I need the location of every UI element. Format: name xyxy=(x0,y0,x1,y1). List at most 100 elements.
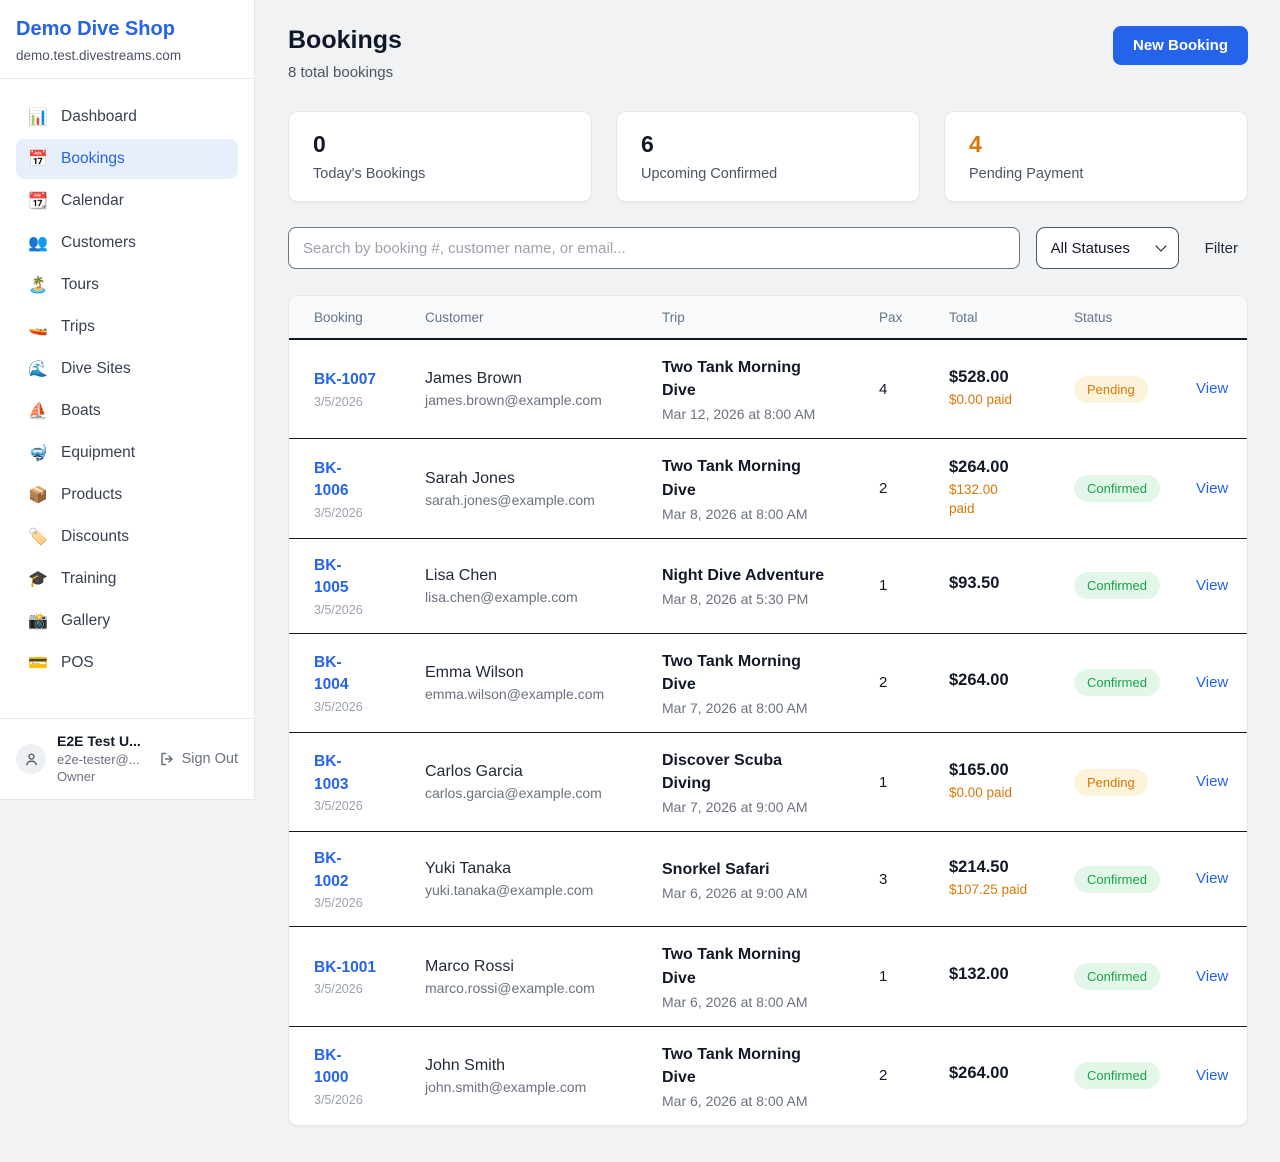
total-amount: $264.00 xyxy=(949,1064,1009,1083)
sidebar-item-pos[interactable]: 💳 POS xyxy=(16,643,238,683)
booking-id-link[interactable]: BK- 1004 xyxy=(314,653,349,694)
table-row: BK- 1006 3/5/2026 Sarah Jones sarah.jone… xyxy=(289,438,1247,539)
sidebar-item-gallery[interactable]: 📸 Gallery xyxy=(16,601,238,641)
booking-id-link[interactable]: BK-1007 xyxy=(314,371,377,389)
camera-icon: 📸 xyxy=(28,613,48,630)
pax-count: 2 xyxy=(879,674,888,692)
sidebar-item-trips[interactable]: 🚤 Trips xyxy=(16,307,238,347)
paid-amount: $0.00 paid xyxy=(949,785,1013,801)
user-name: E2E Test U... xyxy=(57,733,141,750)
customer-name: Sarah Jones xyxy=(425,469,515,487)
trip-datetime: Mar 8, 2026 at 5:30 PM xyxy=(662,591,809,608)
total-amount: $165.00 xyxy=(949,761,1009,780)
trip-datetime: Mar 6, 2026 at 8:00 AM xyxy=(662,1093,808,1110)
search-input[interactable] xyxy=(288,227,1020,269)
filter-button[interactable]: Filter xyxy=(1204,239,1238,257)
col-header-booking: Booking xyxy=(289,296,425,340)
sidebar-item-products[interactable]: 📦 Products xyxy=(16,475,238,515)
col-header-pax: Pax xyxy=(879,296,949,340)
stat-label: Today's Bookings xyxy=(313,166,426,182)
customer-email: emma.wilson@example.com xyxy=(425,685,605,702)
booking-created-date: 3/5/2026 xyxy=(314,505,363,520)
booking-id-link[interactable]: BK- 1003 xyxy=(314,753,349,793)
trip-name: Two Tank Morning Dive xyxy=(662,458,801,499)
view-link[interactable]: View xyxy=(1196,673,1229,691)
col-header-trip: Trip xyxy=(662,296,879,340)
sidebar-item-equipment[interactable]: 🤿 Equipment xyxy=(16,433,238,473)
sidebar-item-label: POS xyxy=(61,654,94,671)
paid-amount: $132.00 paid xyxy=(949,482,998,517)
customer-name: Yuki Tanaka xyxy=(425,860,511,878)
sidebar-item-calendar[interactable]: 📆 Calendar xyxy=(16,181,238,221)
sidebar-item-label: Gallery xyxy=(61,612,111,629)
new-booking-button[interactable]: New Booking xyxy=(1112,26,1248,65)
customer-email: lisa.chen@example.com xyxy=(425,588,578,605)
brand-domain: demo.test.divestreams.com xyxy=(16,48,182,63)
graduation-cap-icon: 🎓 xyxy=(28,571,48,588)
col-header-actions xyxy=(1196,296,1247,340)
booking-id-link[interactable]: BK- 1006 xyxy=(314,459,349,500)
sign-out-button[interactable]: Sign Out xyxy=(159,751,238,767)
trip-name: Two Tank Morning Dive xyxy=(662,946,801,987)
sidebar-item-dashboard[interactable]: 📊 Dashboard xyxy=(16,97,238,137)
page-header: Bookings 8 total bookings New Booking xyxy=(288,26,1248,81)
view-link[interactable]: View xyxy=(1196,773,1229,791)
filter-bar: All Statuses Filter xyxy=(288,227,1248,269)
pax-count: 3 xyxy=(879,870,888,888)
sidebar-item-customers[interactable]: 👥 Customers xyxy=(16,223,238,263)
sidebar-item-label: Trips xyxy=(61,318,95,335)
user-icon xyxy=(25,753,37,765)
booking-created-date: 3/5/2026 xyxy=(314,1092,363,1107)
view-link[interactable]: View xyxy=(1196,479,1229,497)
wave-icon: 🌊 xyxy=(28,361,48,378)
total-amount: $214.50 xyxy=(949,858,1009,877)
customer-name: Carlos Garcia xyxy=(425,763,523,781)
booking-created-date: 3/5/2026 xyxy=(314,896,363,911)
booking-created-date: 3/5/2026 xyxy=(314,982,363,997)
pax-count: 2 xyxy=(879,1067,888,1085)
trip-datetime: Mar 7, 2026 at 9:00 AM xyxy=(662,799,808,816)
view-link[interactable]: View xyxy=(1196,380,1229,398)
sidebar-item-dive-sites[interactable]: 🌊 Dive Sites xyxy=(16,349,238,389)
sidebar-item-tours[interactable]: 🏝️ Tours xyxy=(16,265,238,305)
booking-id-link[interactable]: BK-1001 xyxy=(314,958,377,976)
booking-created-date: 3/5/2026 xyxy=(314,699,363,714)
stat-value: 4 xyxy=(969,131,982,157)
col-header-customer: Customer xyxy=(425,296,662,340)
stat-card-todays-bookings: 0 Today's Bookings xyxy=(288,111,592,202)
pax-count: 1 xyxy=(879,773,888,791)
table-row: BK- 1002 3/5/2026 Yuki Tanaka yuki.tanak… xyxy=(289,831,1247,928)
sidebar-nav: 📊 Dashboard 📅 Bookings 📆 Calendar 👥 Cust… xyxy=(0,79,254,703)
user-info: E2E Test U... e2e-tester@... Owner xyxy=(57,732,148,786)
view-link[interactable]: View xyxy=(1196,967,1229,985)
table-row: BK- 1003 3/5/2026 Carlos Garcia carlos.g… xyxy=(289,732,1247,833)
page-title: Bookings xyxy=(288,26,402,54)
sidebar-item-discounts[interactable]: 🏷️ Discounts xyxy=(16,517,238,557)
pax-count: 4 xyxy=(879,380,888,398)
sidebar-item-boats[interactable]: ⛵ Boats xyxy=(16,391,238,431)
booking-id-link[interactable]: BK- 1000 xyxy=(314,1046,349,1087)
customer-name: Marco Rossi xyxy=(425,957,514,975)
status-badge: Pending xyxy=(1074,375,1148,403)
view-link[interactable]: View xyxy=(1196,1066,1229,1084)
stat-label: Upcoming Confirmed xyxy=(641,166,778,182)
table-row: BK- 1005 3/5/2026 Lisa Chen lisa.chen@ex… xyxy=(289,538,1247,634)
trip-datetime: Mar 8, 2026 at 8:00 AM xyxy=(662,505,808,522)
sidebar-item-bookings[interactable]: 📅 Bookings xyxy=(16,139,238,179)
customer-email: sarah.jones@example.com xyxy=(425,491,595,508)
booking-id-link[interactable]: BK- 1002 xyxy=(314,850,349,890)
customer-email: carlos.garcia@example.com xyxy=(425,785,602,802)
sidebar-item-label: Dive Sites xyxy=(61,360,131,377)
view-link[interactable]: View xyxy=(1196,870,1229,888)
trip-name: Two Tank Morning Dive xyxy=(662,652,801,693)
sidebar-item-label: Dashboard xyxy=(61,108,137,125)
status-badge: Confirmed xyxy=(1074,963,1160,991)
view-link[interactable]: View xyxy=(1196,576,1229,594)
sidebar-item-training[interactable]: 🎓 Training xyxy=(16,559,238,599)
sidebar-item-label: Products xyxy=(61,486,123,503)
col-header-total: Total xyxy=(949,296,1074,340)
trip-name: Snorkel Safari xyxy=(662,860,770,878)
booking-id-link[interactable]: BK- 1005 xyxy=(314,556,349,597)
sidebar-item-label: Discounts xyxy=(61,528,130,545)
status-select[interactable]: All Statuses xyxy=(1035,227,1179,269)
